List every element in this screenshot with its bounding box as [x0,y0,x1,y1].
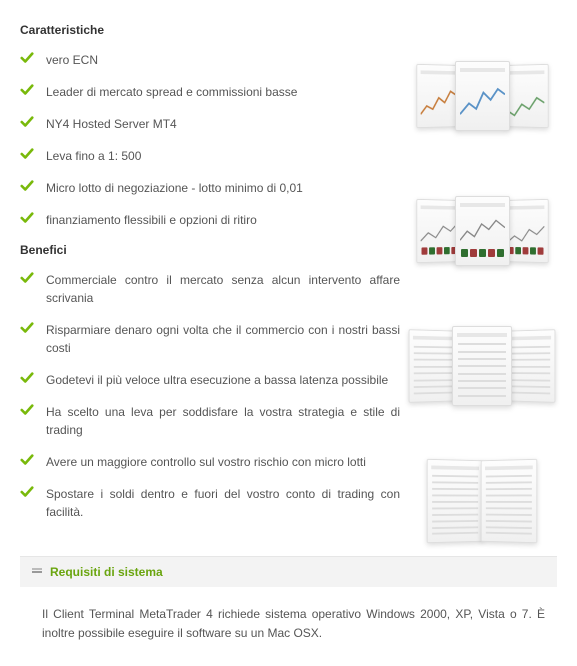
illustration-charts-2 [407,188,557,273]
benefit-item: Risparmiare denaro ogni volta che il com… [20,321,400,357]
feature-item: Leader di mercato spread e commissioni b… [20,83,400,101]
benefit-item: Ha scelto una leva per soddisfare la vos… [20,403,400,439]
feature-text: Leader di mercato spread e commissioni b… [46,85,297,99]
check-icon [20,485,34,499]
benefits-list: Commerciale contro il mercato senza alcu… [20,271,400,521]
feature-text: NY4 Hosted Server MT4 [46,117,177,131]
accordion-header[interactable]: Requisiti di sistema [20,556,557,587]
benefit-item: Commerciale contro il mercato senza alcu… [20,271,400,307]
illustration-docs [407,458,557,543]
benefit-text: Avere un maggiore controllo sul vostro r… [46,455,366,469]
check-icon [20,147,34,161]
benefit-item: Godetevi il più veloce ultra esecuzione … [20,371,400,389]
feature-text: vero ECN [46,53,98,67]
illustration-lists [407,323,557,408]
collapse-icon [32,571,42,573]
feature-item: vero ECN [20,51,400,69]
benefit-item: Avere un maggiore controllo sul vostro r… [20,453,400,471]
check-icon [20,83,34,97]
check-icon [20,115,34,129]
accordion-title: Requisiti di sistema [50,565,163,579]
illustration-charts-1 [407,53,557,138]
feature-text: Leva fino a 1: 500 [46,149,141,163]
check-icon [20,211,34,225]
benefit-item: Spostare i soldi dentro e fuori del vost… [20,485,400,521]
feature-item: Micro lotto di negoziazione - lotto mini… [20,179,400,197]
check-icon [20,179,34,193]
feature-item: Leva fino a 1: 500 [20,147,400,165]
check-icon [20,51,34,65]
check-icon [20,371,34,385]
check-icon [20,403,34,417]
benefit-text: Risparmiare denaro ogni volta che il com… [46,323,400,355]
benefit-text: Commerciale contro il mercato senza alcu… [46,273,400,305]
feature-item: finanziamento flessibili e opzioni di ri… [20,211,400,229]
check-icon [20,453,34,467]
check-icon [20,321,34,335]
benefits-heading: Benefici [20,243,400,257]
accordion-body: Il Client Terminal MetaTrader 4 richiede… [20,587,557,651]
benefit-text: Spostare i soldi dentro e fuori del vost… [46,487,400,519]
benefit-text: Godetevi il più veloce ultra esecuzione … [46,373,388,387]
feature-text: Micro lotto di negoziazione - lotto mini… [46,181,303,195]
feature-item: NY4 Hosted Server MT4 [20,115,400,133]
features-heading: Caratteristiche [20,23,400,37]
feature-text: finanziamento flessibili e opzioni di ri… [46,213,257,227]
features-list: vero ECN Leader di mercato spread e commi… [20,51,400,229]
check-icon [20,271,34,285]
benefit-text: Ha scelto una leva per soddisfare la vos… [46,405,400,437]
side-illustrations [407,53,557,543]
